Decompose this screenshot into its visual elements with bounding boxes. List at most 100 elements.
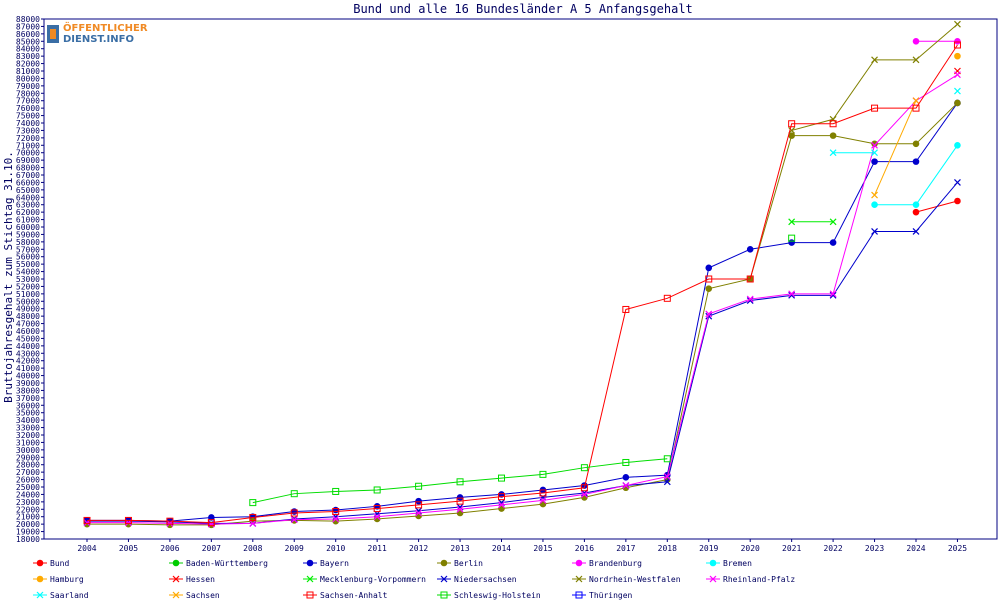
y-tick-label: 39000 — [16, 379, 40, 388]
x-tick-label: 2008 — [243, 544, 262, 553]
y-tick-label: 50000 — [16, 297, 40, 306]
data-point-stroke — [788, 291, 796, 299]
data-point — [746, 275, 754, 283]
data-point — [871, 149, 878, 157]
series-13 — [871, 97, 920, 199]
series-line — [87, 44, 958, 524]
y-tick-label: 24000 — [16, 490, 40, 499]
logo-icon — [47, 25, 59, 43]
data-point — [912, 104, 920, 112]
data-point-stroke — [829, 115, 837, 123]
data-point — [456, 478, 464, 486]
data-point — [871, 201, 878, 209]
legend-item: Hessen — [169, 575, 215, 584]
legend-marker-stroke — [440, 575, 448, 583]
data-point — [663, 478, 671, 486]
data-point — [580, 491, 588, 498]
y-tick-label: 66000 — [16, 178, 40, 187]
data-point — [207, 519, 215, 527]
data-point — [622, 474, 630, 481]
y-tick-label: 44000 — [16, 342, 40, 351]
x-tick-label: 2019 — [699, 544, 718, 553]
legend-item: Saarland — [33, 591, 89, 600]
data-point — [788, 290, 796, 298]
y-tick-label: 35000 — [16, 409, 40, 418]
data-point-stroke — [373, 513, 381, 521]
data-point — [912, 97, 920, 105]
x-tick-label: 2012 — [409, 544, 428, 553]
y-tick-label: 18000 — [16, 535, 40, 544]
data-point — [954, 179, 961, 186]
y-tick-label: 68000 — [16, 164, 40, 173]
x-tick-label: 2011 — [368, 544, 387, 553]
y-tick-label: 45000 — [16, 334, 40, 343]
legend-marker-stroke — [172, 591, 180, 599]
data-point-stroke — [705, 310, 713, 318]
y-tick-label: 87000 — [16, 22, 40, 31]
y-tick-label: 76000 — [16, 104, 40, 113]
data-point — [539, 500, 547, 508]
data-point-stroke — [954, 87, 961, 95]
data-point — [663, 473, 671, 481]
data-point — [415, 497, 422, 505]
data-point — [373, 505, 381, 513]
data-point — [871, 104, 879, 112]
legend-label: Berlin — [454, 559, 483, 568]
series-line — [874, 100, 917, 196]
x-tick-label: 2022 — [823, 544, 842, 553]
data-point — [663, 455, 671, 463]
legend-item: Hamburg — [33, 575, 84, 584]
data-point — [829, 132, 837, 139]
x-tick-label: 2017 — [616, 544, 635, 553]
data-point — [912, 228, 920, 235]
y-tick-label: 26000 — [16, 476, 40, 485]
y-tick-label: 31000 — [16, 438, 40, 447]
x-tick-label: 2016 — [575, 544, 594, 553]
y-tick-label: 79000 — [16, 82, 40, 91]
data-point — [788, 234, 796, 242]
data-point — [249, 519, 257, 527]
y-tick-label: 56000 — [16, 253, 40, 262]
data-point — [83, 516, 91, 524]
data-point-stroke — [912, 97, 920, 105]
series-line — [87, 102, 958, 526]
legend-marker — [709, 559, 717, 567]
data-point — [871, 56, 878, 64]
y-tick-label: 57000 — [16, 245, 40, 254]
data-point — [954, 71, 961, 79]
legend-marker — [172, 591, 180, 599]
logo-text-line2: DIENST.INFO — [63, 34, 134, 45]
data-point-stroke — [539, 496, 547, 504]
x-tick-label: 2021 — [782, 544, 801, 553]
y-tick-label: 65000 — [16, 186, 40, 195]
y-axis-label: Bruttojahresgehalt zum Stichtag 31.10. — [2, 151, 15, 403]
series-2 — [83, 99, 961, 525]
data-point-stroke — [746, 295, 754, 303]
data-point — [124, 516, 132, 524]
y-tick-label: 22000 — [16, 505, 40, 514]
data-point — [871, 228, 878, 235]
data-point — [498, 501, 505, 509]
legend-label: Schleswig-Holstein — [454, 591, 541, 600]
x-tick-label: 2020 — [741, 544, 760, 553]
data-point — [705, 275, 713, 283]
x-tick-label: 2024 — [906, 544, 925, 553]
y-tick-label: 21000 — [16, 513, 40, 522]
series-5 — [871, 141, 961, 209]
data-point — [954, 37, 961, 45]
legend-marker — [575, 559, 583, 567]
series-6 — [954, 52, 961, 60]
y-tick-label: 32000 — [16, 431, 40, 440]
data-point-stroke — [871, 191, 878, 199]
chart-title: Bund und alle 16 Bundesländer A 5 Anfang… — [353, 2, 693, 16]
legend-marker — [575, 591, 583, 599]
x-tick-label: 2007 — [202, 544, 221, 553]
data-point-stroke — [912, 228, 920, 235]
x-tick-label: 2004 — [77, 544, 96, 553]
legend-label: Hamburg — [50, 575, 84, 584]
data-point-stroke — [954, 179, 961, 186]
legend-label: Bremen — [723, 559, 752, 568]
data-point-stroke — [788, 290, 796, 298]
legend-item: Thüringen — [572, 591, 633, 600]
legend-marker — [306, 575, 314, 583]
